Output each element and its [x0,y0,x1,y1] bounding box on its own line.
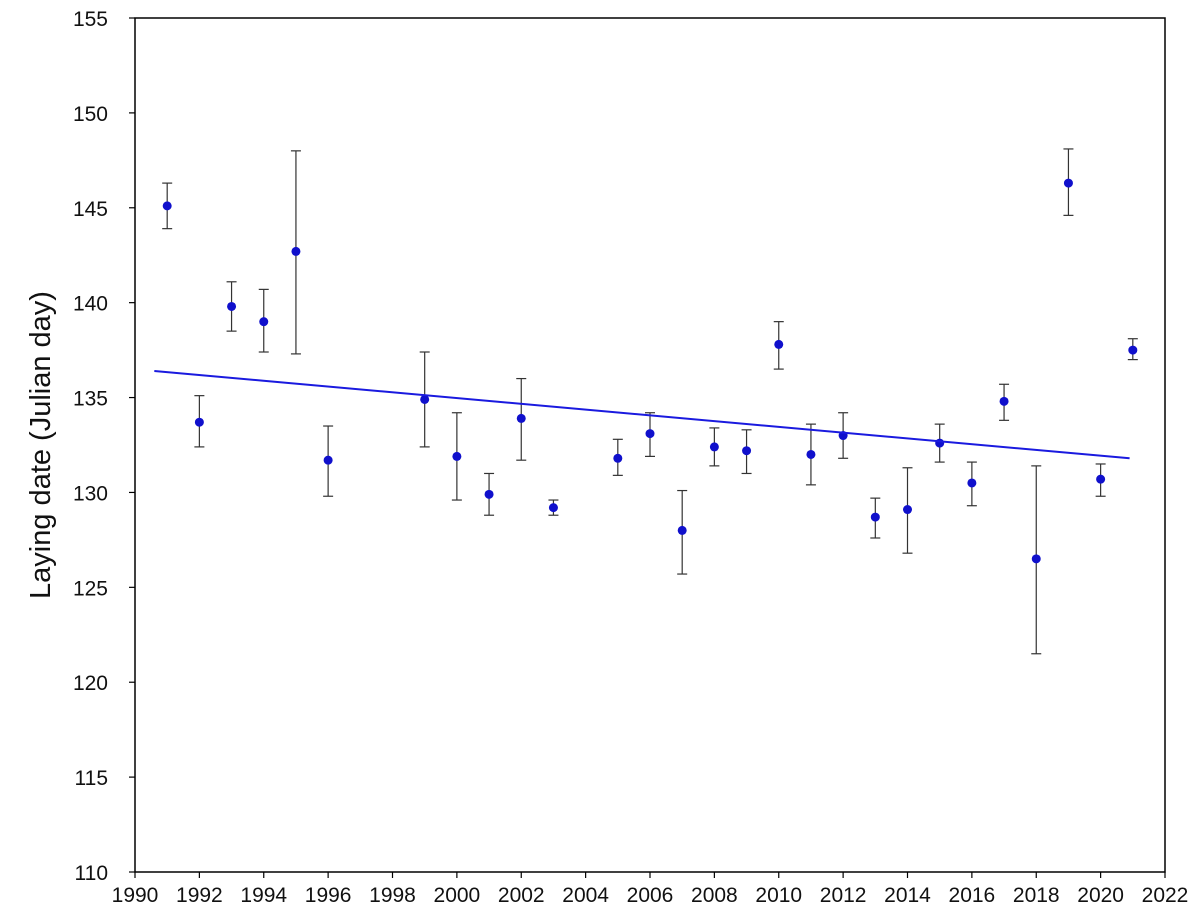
data-point [291,246,301,256]
data-point [677,525,687,535]
y-tick-label: 130 [73,482,108,505]
data-point [420,394,430,404]
x-tick-label: 1990 [112,884,159,907]
x-tick-label: 1998 [369,884,416,907]
data-point [548,503,558,513]
data-point [323,455,333,465]
y-tick-label: 125 [73,577,108,600]
data-point [903,505,912,515]
data-point [1063,178,1073,188]
data-point [227,301,237,311]
x-tick-label: 2008 [691,884,738,907]
y-tick-label: 110 [75,862,108,885]
x-tick-label: 1992 [176,884,223,907]
data-point [742,446,752,456]
data-point [259,317,269,327]
x-axis: 1990 1992 1994 1996 1998 2000 2002 2004 2006 2008… [112,872,1189,907]
y-axis-title: Laying date (Julian day) [25,291,57,599]
data-point [194,417,204,427]
x-tick-label: 2022 [1142,884,1189,907]
data-point [645,429,655,439]
data-point [484,489,494,499]
data-point [452,451,462,461]
data-point [162,201,172,211]
x-tick-label: 2014 [884,884,931,907]
x-tick-label: 1996 [305,884,352,907]
y-tick-label: 145 [73,198,108,221]
y-tick-label: 135 [73,388,108,411]
data-point [999,396,1009,406]
data-point [806,449,816,459]
x-tick-label: 1994 [240,884,287,907]
error-bars [162,148,1138,655]
y-tick-label: 115 [75,767,108,790]
y-tick-label: 150 [73,103,108,126]
x-tick-label: 2004 [562,884,609,907]
data-point [935,438,945,448]
y-tick-label: 140 [73,293,108,316]
x-tick-label: 2020 [1077,884,1124,907]
x-tick-label: 2002 [498,884,545,907]
data-point [613,453,623,463]
trend-line [154,369,1130,460]
data-point [967,478,977,488]
data-points [162,178,1138,564]
y-tick-label: 155 [73,8,108,31]
data-point [1096,474,1106,484]
x-tick-label: 2018 [1013,884,1060,907]
data-point [774,339,784,349]
x-tick-label: 2016 [949,884,996,907]
x-tick-label: 2006 [627,884,674,907]
data-point [1128,345,1138,355]
x-tick-label: 2010 [755,884,802,907]
data-point [709,442,719,452]
data-point [870,512,880,522]
data-point [1031,554,1041,564]
data-point [516,413,526,423]
y-tick-label: 120 [73,672,108,695]
x-tick-label: 2000 [434,884,481,907]
x-tick-label: 2012 [820,884,867,907]
y-axis: 110 115 120 125 130 135 140 145 150 155 [73,8,135,885]
